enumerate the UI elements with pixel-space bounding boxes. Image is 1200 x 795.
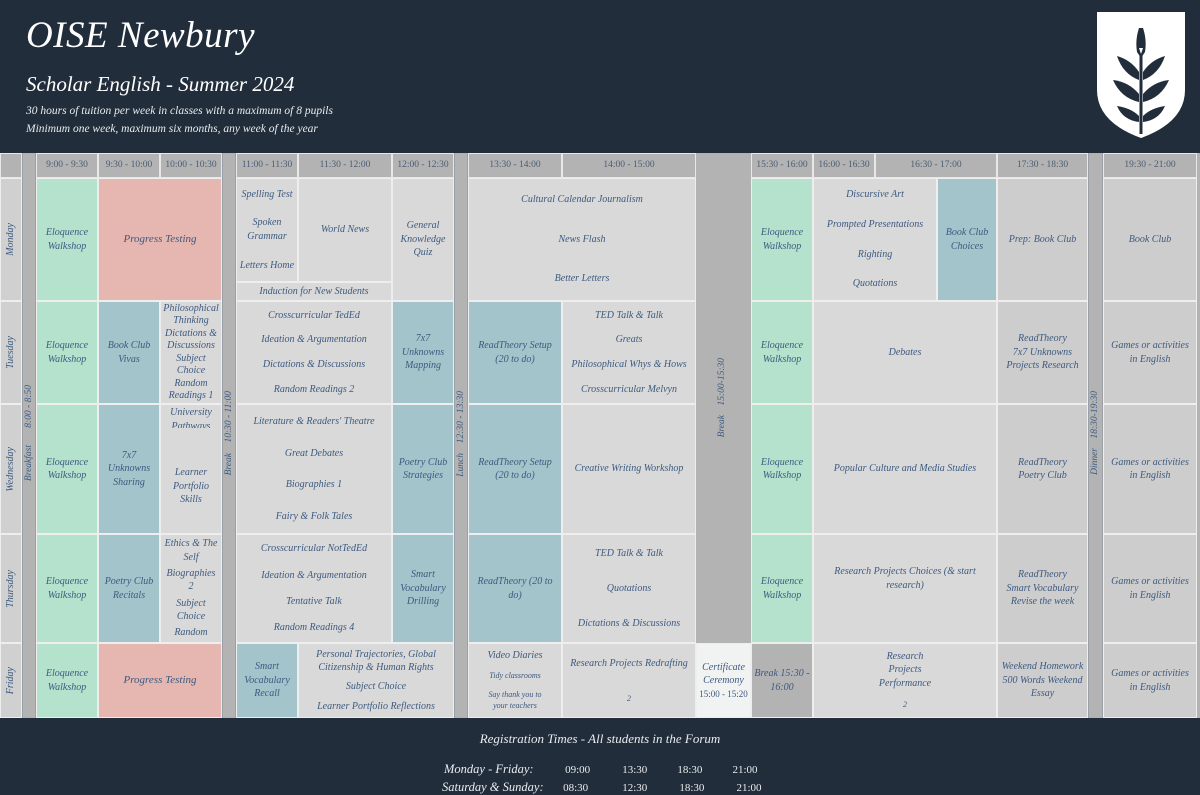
day-label-thursday: Thursday: [0, 534, 22, 643]
time-header: 14:00 - 15:00: [562, 153, 696, 178]
wednesday-creative-writing: Creative Writing Workshop: [562, 404, 696, 534]
time-header: 11:00 - 11:30: [236, 153, 298, 178]
wednesday-popular-culture: Popular Culture and Media Studies: [813, 404, 997, 534]
time-header: 16:30 - 17:00: [875, 153, 997, 178]
wednesday-7x7-unknowns-sharing: 7x7 Unknowns Sharing: [98, 404, 160, 534]
monday-world-news: World News: [298, 178, 392, 282]
monday-book-club-choices: Book Club Choices: [937, 178, 997, 301]
day-label-friday: Friday: [0, 643, 22, 718]
dinner-strip: 18:30-19:30 Dinner: [1088, 153, 1103, 718]
tuesday-1400-block: TED Talk & Talk Greats Philosophical Why…: [562, 301, 696, 404]
page-subtitle: Scholar English - Summer 2024: [26, 72, 295, 96]
friday-weekend-homework: Weekend Homework 500 Words Weekend Essay: [997, 643, 1088, 718]
time-header: 9:00 - 9:30: [36, 153, 98, 178]
thursday-1000-block: Ethics & The Self Biographies 2 Subject …: [160, 534, 222, 643]
thursday-eloquence-walkshop-pm: Eloquence Walkshop: [751, 534, 813, 643]
registration-footer: Registration Times - All students in the…: [0, 718, 1200, 795]
tuesday-1730-block: ReadTheory 7x7 Unknowns Projects Researc…: [997, 301, 1088, 404]
monday-1100-block: Spelling Test Spoken Grammar Letters Hom…: [236, 178, 298, 282]
friday-smart-vocabulary-recall: Smart Vocabulary Recall: [236, 643, 298, 718]
monday-induction: Induction for New Students: [236, 282, 392, 301]
thursday-readtheory: ReadTheory (20 to do): [468, 534, 562, 643]
breakfast-strip: 8:00 - 8:50 Breakfast: [22, 153, 36, 718]
tuesday-1100-block: Crosscurricular TedEd Ideation & Argumen…: [236, 301, 392, 404]
monday-general-knowledge-quiz: General Knowledge Quiz: [392, 178, 454, 301]
friday-eloquence-walkshop: Eloquence Walkshop: [36, 643, 98, 718]
lunch-strip: 12:30 - 13:30 Lunch: [454, 153, 468, 718]
wednesday-evening-games: Games or activities in English: [1103, 404, 1197, 534]
time-header: 12:00 - 12:30: [392, 153, 454, 178]
friday-research-projects-performance: Research Projects Performance 2: [813, 643, 997, 718]
wednesday-1730-block: ReadTheory Poetry Club: [997, 404, 1088, 534]
monday-prep-book-club: Prep: Book Club: [997, 178, 1088, 301]
time-header: 16:00 - 16:30: [813, 153, 875, 178]
friday-evening-games: Games or activities in English: [1103, 643, 1197, 718]
tuesday-7x7-unknowns-mapping: 7x7 Unknowns Mapping: [392, 301, 454, 404]
corner-cell: [0, 153, 22, 178]
thursday-smart-vocabulary-drilling: Smart Vocabulary Drilling: [392, 534, 454, 643]
morning-break-strip: 10:30 - 11:00 Break: [222, 153, 236, 718]
wednesday-1100-block: Literature & Readers' Theatre Great Deba…: [236, 404, 392, 534]
wednesday-eloquence-walkshop: Eloquence Walkshop: [36, 404, 98, 534]
time-header: 15:30 - 16:00: [751, 153, 813, 178]
wednesday-eloquence-walkshop-pm: Eloquence Walkshop: [751, 404, 813, 534]
friday-break: Break 15:30 - 16:00: [751, 643, 813, 718]
tuesday-debates: Debates: [813, 301, 997, 404]
header: OISE Newbury Scholar English - Summer 20…: [0, 0, 1200, 152]
tuesday-readtheory-setup: ReadTheory Setup (20 to do): [468, 301, 562, 404]
time-header: 9:30 - 10:00: [98, 153, 160, 178]
monday-eloquence-walkshop: Eloquence Walkshop: [36, 178, 98, 301]
friday-certificate-ceremony: Certificate Ceremony 15:00 - 15:20: [696, 643, 751, 718]
monday-eloquence-walkshop-pm: Eloquence Walkshop: [751, 178, 813, 301]
thursday-1730-block: ReadTheory Smart Vocabulary Revise the w…: [997, 534, 1088, 643]
friday-1130-block: Personal Trajectories, Global Citizenshi…: [298, 643, 454, 718]
tuesday-eloquence-walkshop-pm: Eloquence Walkshop: [751, 301, 813, 404]
wednesday-poetry-club-strategies: Poetry Club Strategies: [392, 404, 454, 534]
shield-plant-icon: [1097, 12, 1185, 138]
monday-book-club: Book Club: [1103, 178, 1197, 301]
time-header: 17:30 - 18:30: [997, 153, 1088, 178]
tagline-duration: Minimum one week, maximum six months, an…: [26, 123, 318, 135]
monday-progress-testing: Progress Testing: [98, 178, 222, 301]
friday-1330-block: Video Diaries Tidy classrooms Say thank …: [468, 643, 562, 718]
tagline-tuition: 30 hours of tuition per week in classes …: [26, 105, 333, 117]
wednesday-1000-block: University Pathways Learner Portfolio Sk…: [160, 404, 222, 534]
tuesday-evening-games: Games or activities in English: [1103, 301, 1197, 404]
thursday-1100-block: Crosscurricular NotTedEd Ideation & Argu…: [236, 534, 392, 643]
thursday-1400-block: TED Talk & Talk Quotations Dictations & …: [562, 534, 696, 643]
monday-afternoon-block: Cultural Calendar Journalism News Flash …: [468, 178, 696, 301]
afternoon-break-strip: 15:00-15:30 Break: [696, 153, 751, 643]
day-label-tuesday: Tuesday: [0, 301, 22, 404]
tuesday-book-club-vivas: Book Club Vivas: [98, 301, 160, 404]
tuesday-eloquence-walkshop: Eloquence Walkshop: [36, 301, 98, 404]
monday-1600-block: Discursive Art Prompted Presentations Ri…: [813, 178, 937, 301]
thursday-poetry-club-recitals: Poetry Club Recitals: [98, 534, 160, 643]
page-title: OISE Newbury: [26, 15, 255, 56]
day-label-wednesday: Wednesday: [0, 404, 22, 534]
registration-title: Registration Times - All students in the…: [479, 731, 721, 746]
thursday-eloquence-walkshop: Eloquence Walkshop: [36, 534, 98, 643]
tuesday-1000-block: Philosophical Thinking Dictations & Disc…: [160, 301, 222, 404]
time-header: 13:30 - 14:00: [468, 153, 562, 178]
registration-row-weekend: Saturday & Sunday: 08:30 12:30 18:30 21:…: [442, 780, 762, 794]
registration-row-weekday: Monday - Friday: 09:00 13:30 18:30 21:00: [444, 762, 758, 776]
timetable-grid: 9:00 - 9:30 9:30 - 10:00 10:00 - 10:30 1…: [0, 153, 1200, 718]
time-header: 11:30 - 12:00: [298, 153, 392, 178]
time-header: 19:30 - 21:00: [1103, 153, 1197, 178]
time-header: 10:00 - 10:30: [160, 153, 222, 178]
day-label-monday: Monday: [0, 178, 22, 301]
friday-progress-testing: Progress Testing: [98, 643, 222, 718]
friday-1400-block: Research Projects Redrafting 2: [562, 643, 696, 718]
thursday-evening-games: Games or activities in English: [1103, 534, 1197, 643]
wednesday-readtheory-setup: ReadTheory Setup (20 to do): [468, 404, 562, 534]
thursday-research-projects-choices: Research Projects Choices (& start resea…: [813, 534, 997, 643]
